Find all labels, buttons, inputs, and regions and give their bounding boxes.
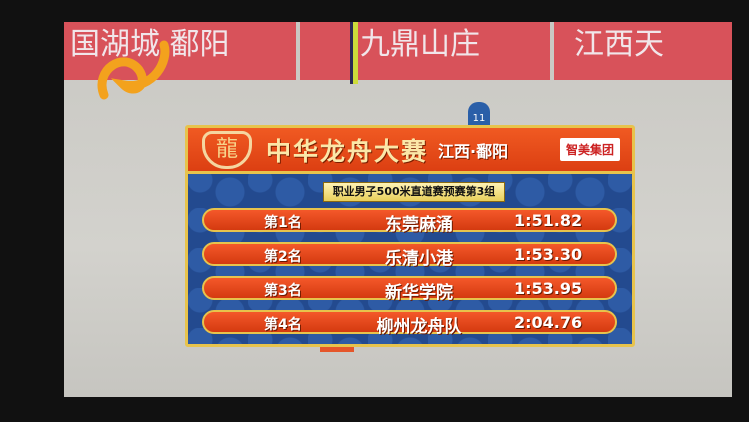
team: 乐清小港	[385, 249, 453, 269]
result-row: 第2名 乐清小港 1:53.30	[202, 242, 617, 269]
results-scoreboard: 龍 中华龙舟大赛 江西·鄱阳 智美集团 职业男子500米直道赛预赛第3组 第1名…	[185, 125, 635, 347]
result-row: 第1名 东莞麻涌 1:51.82	[202, 208, 617, 235]
time: 1:53.95	[514, 279, 583, 298]
team: 柳州龙舟队	[376, 317, 462, 337]
dragon-emblem-icon: 龍	[202, 130, 252, 169]
team: 新华学院	[385, 283, 453, 303]
rank: 第2名	[264, 249, 302, 265]
rank: 第4名	[264, 317, 302, 333]
boat-marker	[320, 344, 354, 352]
lane-pole	[350, 22, 358, 84]
sponsor-logo: 智美集团	[559, 138, 620, 161]
rank: 第3名	[264, 283, 302, 299]
time: 1:53.30	[514, 245, 583, 264]
banner: 江西天	[554, 22, 732, 80]
race-subtitle: 职业男子500米直道赛预赛第3组	[323, 182, 505, 202]
event-title: 中华龙舟大赛	[266, 136, 429, 166]
result-row: 第4名 柳州龙舟队 2:04.76	[202, 310, 617, 337]
banner: 九鼎山庄	[300, 22, 550, 80]
time: 2:04.76	[514, 313, 583, 332]
lane-buoy: 11	[468, 102, 490, 130]
team: 东莞麻涌	[385, 215, 453, 235]
event-location: 江西·鄱阳	[438, 141, 509, 161]
channel-logo-icon	[97, 40, 170, 100]
result-row: 第3名 新华学院 1:53.95	[202, 276, 617, 303]
rank: 第1名	[264, 215, 302, 231]
scoreboard-header: 龍 中华龙舟大赛 江西·鄱阳 智美集团	[188, 128, 632, 174]
time: 1:51.82	[514, 211, 583, 230]
